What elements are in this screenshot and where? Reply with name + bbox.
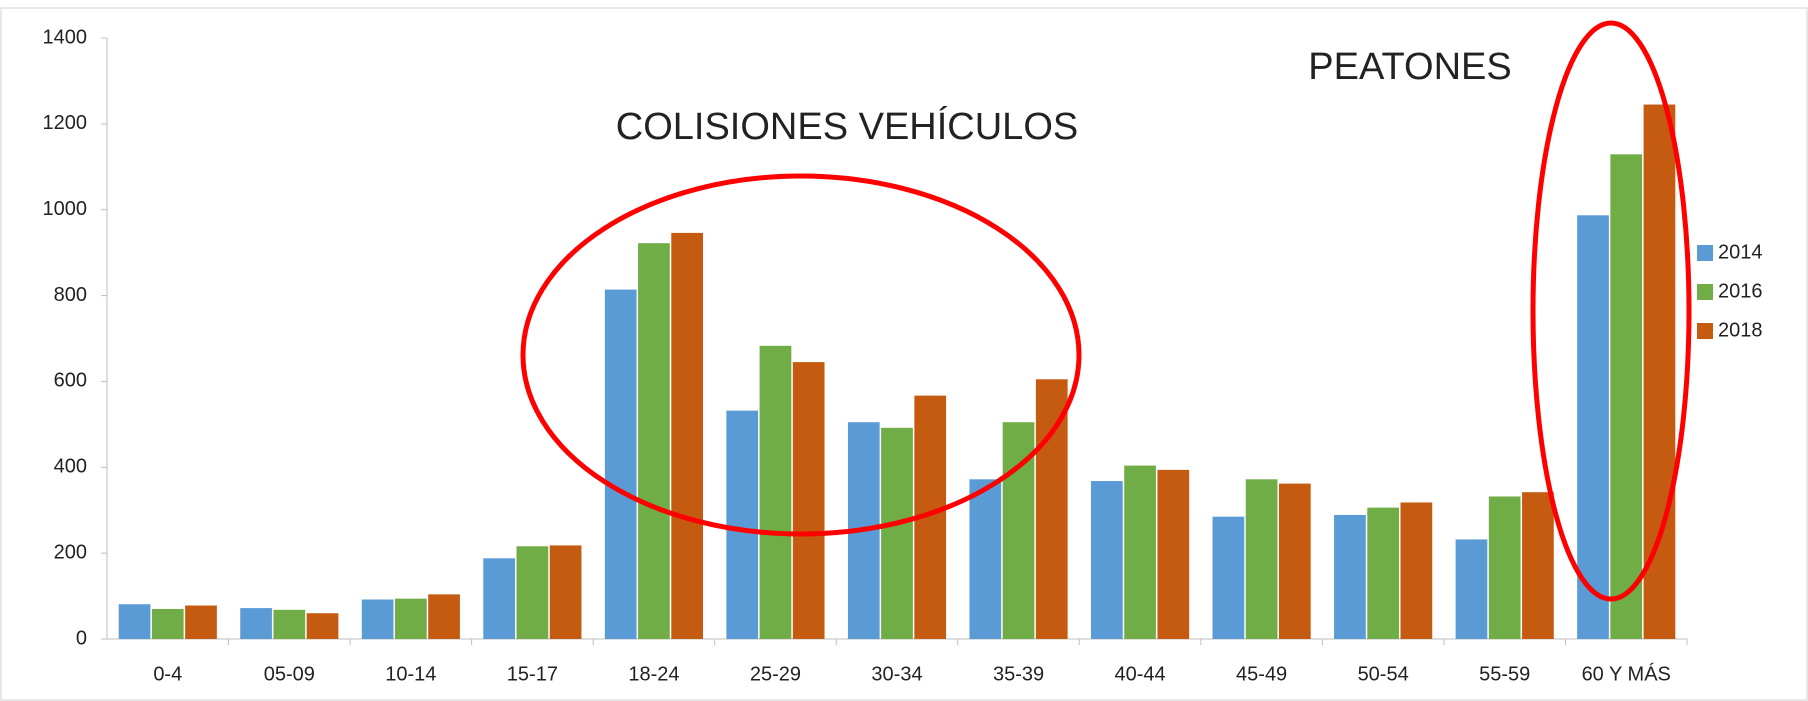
y-tick-label: 400: [54, 456, 87, 478]
bar: [1610, 154, 1643, 639]
bar: [1090, 481, 1123, 639]
y-tick-label: 0: [76, 627, 87, 649]
bar: [306, 613, 339, 639]
x-tick-label: 55-59: [1479, 663, 1530, 685]
bar: [671, 232, 704, 639]
bar: [726, 410, 759, 639]
y-tick-label: 600: [54, 370, 87, 392]
x-tick-label: 05-09: [264, 663, 315, 685]
x-tick-label: 45-49: [1236, 663, 1287, 685]
legend-label: 2016: [1718, 280, 1763, 302]
frame: [0, 7, 1808, 701]
bar: [1522, 492, 1554, 639]
bar: [1488, 496, 1521, 639]
bar: [969, 479, 1002, 639]
y-tick-label: 1200: [43, 112, 88, 134]
y-tick-label: 800: [54, 284, 87, 306]
bar: [240, 608, 272, 639]
bar: [1157, 469, 1190, 639]
bar: [604, 289, 637, 639]
legend-swatch: [1697, 284, 1713, 300]
bar: [638, 243, 670, 639]
legend-label: 2014: [1718, 241, 1763, 263]
bar: [1245, 479, 1278, 639]
bar: [1400, 502, 1433, 639]
highlight-ellipse: [1530, 20, 1692, 602]
bar: [881, 427, 913, 639]
bar: [273, 609, 306, 639]
bar: [1124, 465, 1156, 639]
x-tick-label: 40-44: [1114, 663, 1165, 685]
legend-swatch: [1697, 245, 1713, 261]
bar: [151, 608, 184, 639]
bar: [428, 594, 460, 639]
x-tick-label: 60 Y MÁS: [1582, 662, 1671, 685]
x-tick-label: 25-29: [750, 663, 801, 685]
bar: [483, 558, 516, 639]
highlight-ellipse: [520, 173, 1082, 537]
annotation: PEATONES: [1308, 46, 1511, 88]
x-tick-label: 18-24: [628, 663, 679, 685]
bar: [1334, 514, 1366, 639]
annotation: COLISIONES VEHÍCULOS: [616, 105, 1078, 148]
x-tick-label: 30-34: [871, 663, 922, 685]
bar: [516, 546, 549, 639]
x-tick-label: 10-14: [385, 663, 436, 685]
bar: [1643, 104, 1676, 639]
bar: [1455, 539, 1488, 639]
bar: [1278, 483, 1311, 639]
y-tick-label: 1000: [43, 198, 88, 220]
bar: [792, 362, 825, 639]
x-tick-label: 0-4: [153, 663, 182, 685]
legend-swatch: [1697, 323, 1713, 339]
x-tick-label: 50-54: [1358, 663, 1409, 685]
bar: [118, 604, 151, 639]
y-tick-label: 200: [54, 541, 87, 563]
y-tick-label: 1400: [43, 26, 88, 48]
bar: [394, 598, 427, 639]
legend-label: 2018: [1718, 319, 1763, 341]
bar: [549, 545, 582, 639]
bar: [1035, 379, 1068, 639]
x-tick-label: 15-17: [507, 663, 558, 685]
bar: [1212, 516, 1245, 639]
bar: [1367, 507, 1400, 639]
bar: [185, 605, 217, 639]
bar: [361, 599, 394, 639]
bar: [759, 345, 792, 639]
x-tick-label: 35-39: [993, 663, 1044, 685]
bar: [1577, 215, 1609, 640]
